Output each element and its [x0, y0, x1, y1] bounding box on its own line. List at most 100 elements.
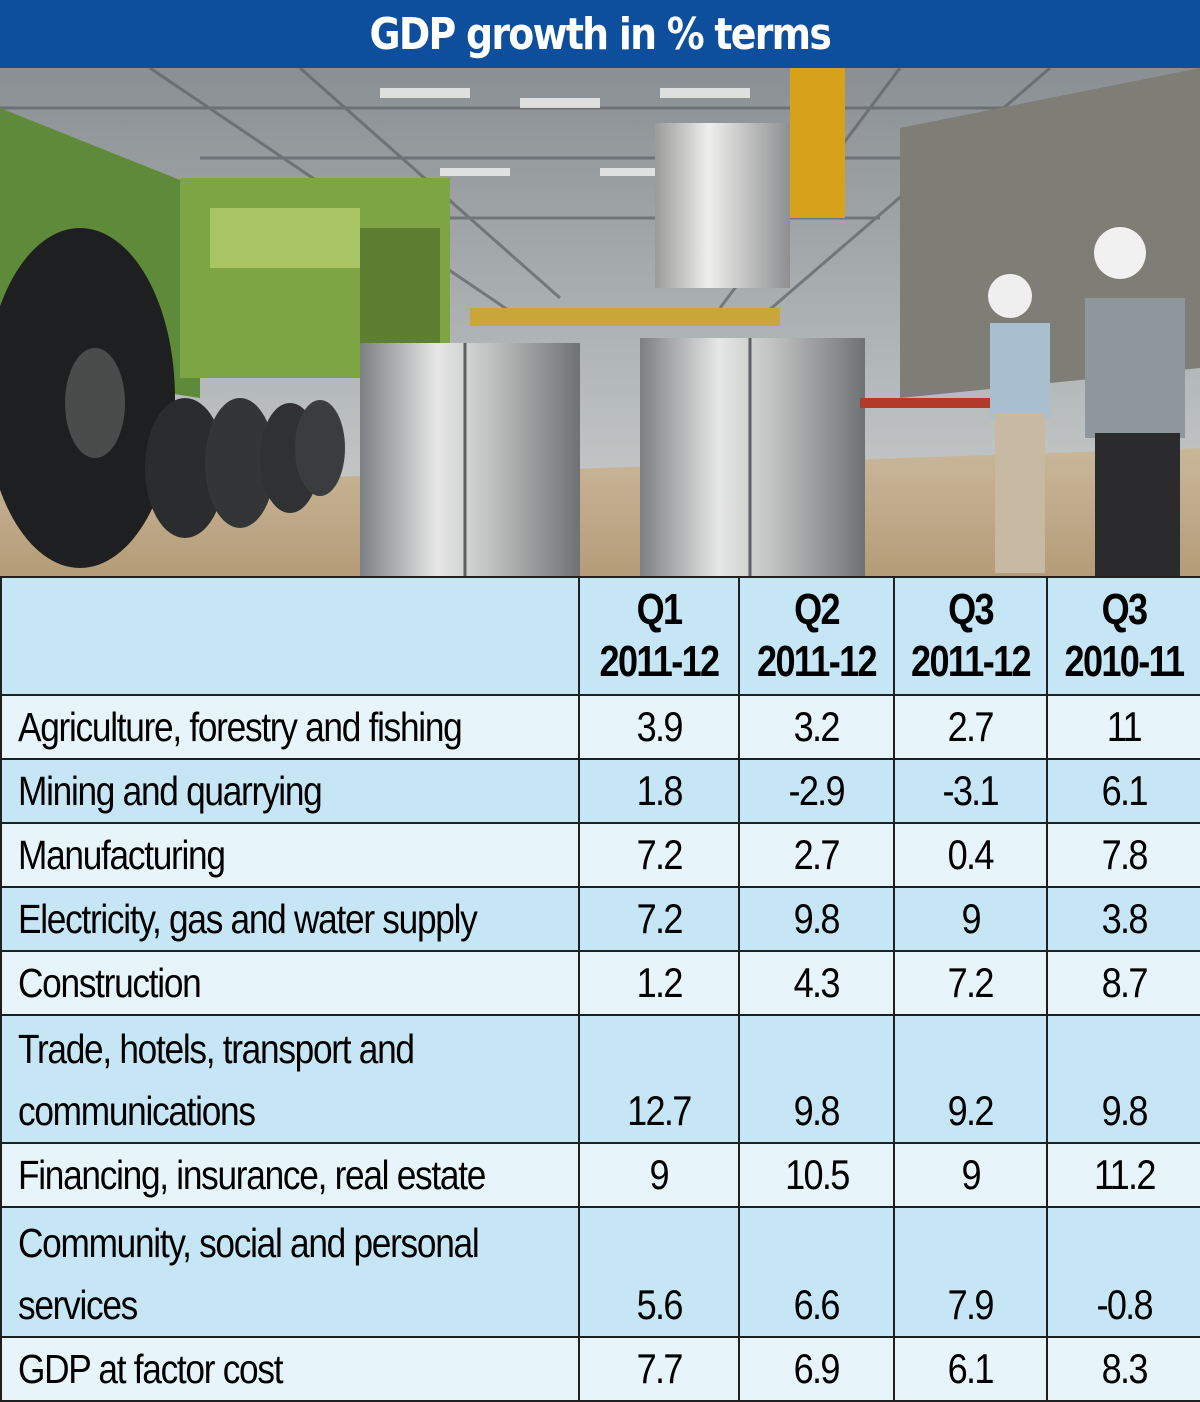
- column-header: Q2 2011-12: [738, 576, 895, 696]
- value-text: 1.2: [636, 959, 683, 1006]
- row-label: Trade, hotels, transport and communicatio…: [0, 1014, 580, 1144]
- value-cell: 7.2: [893, 950, 1048, 1016]
- row-label-line: Construction: [18, 960, 202, 1006]
- table-row: Electricity, gas and water supply 7.2 9.8 9…: [0, 886, 1200, 952]
- value-cell: 9: [893, 1142, 1048, 1208]
- value-text: 2.7: [947, 703, 995, 750]
- value-text: -0.8: [1096, 1281, 1153, 1328]
- value-cell: 4.3: [738, 950, 895, 1016]
- value-cell: 7.7: [578, 1336, 740, 1402]
- value-cell: 9.2: [893, 1014, 1048, 1144]
- row-label-line: Community, social and personal: [18, 1220, 480, 1266]
- value-cell: -3.1: [893, 758, 1048, 824]
- value-cell: 12.7: [578, 1014, 740, 1144]
- value-text: 6.9: [793, 1345, 841, 1392]
- column-header-quarter: Q2: [794, 585, 840, 634]
- value-cell: 11: [1046, 694, 1200, 760]
- value-text: 9: [649, 1151, 670, 1198]
- value-cell: 6.1: [1046, 758, 1200, 824]
- value-cell: 9.8: [738, 886, 895, 952]
- row-label: GDP at factor cost: [0, 1336, 580, 1402]
- value-text: 7.2: [947, 959, 995, 1006]
- table-row: Mining and quarrying 1.8 -2.9 -3.1 6.1: [0, 758, 1200, 824]
- column-header-quarter: Q3: [948, 585, 994, 634]
- value-text: 8.7: [1101, 959, 1148, 1006]
- value-text: 7.9: [947, 1281, 995, 1328]
- value-text: -3.1: [942, 767, 1000, 814]
- value-cell: 1.2: [578, 950, 740, 1016]
- value-text: 0.4: [947, 831, 995, 878]
- value-cell: 8.3: [1046, 1336, 1200, 1402]
- row-label-line: Trade, hotels, transport and: [18, 1026, 415, 1072]
- column-header: Q1 2011-12: [578, 576, 740, 696]
- header-row: Q1 2011-12 Q2 2011-12 Q3 2011-12 Q3 2010-11: [0, 576, 1200, 696]
- row-label: Financing, insurance, real estate: [0, 1142, 580, 1208]
- table-body: Agriculture, forestry and fishing 3.9 3.2 2…: [0, 694, 1200, 1402]
- value-text: 9: [961, 1151, 981, 1198]
- row-label: Community, social and personal services: [0, 1206, 580, 1338]
- value-cell: 3.8: [1046, 886, 1200, 952]
- column-header: Q3 2010-11: [1046, 576, 1200, 696]
- value-cell: 10.5: [738, 1142, 895, 1208]
- row-label: Electricity, gas and water supply: [0, 886, 580, 952]
- value-cell: 6.9: [738, 1336, 895, 1402]
- value-text: 1.8: [636, 767, 683, 814]
- chart-title-bar: GDP growth in % terms: [0, 0, 1200, 68]
- row-label-line: communications: [18, 1088, 256, 1134]
- row-label: Manufacturing: [0, 822, 580, 888]
- row-label-line: services: [18, 1282, 138, 1328]
- column-header-quarter: Q3: [1101, 585, 1148, 634]
- value-text: 9.2: [947, 1087, 995, 1134]
- table-row: Financing, insurance, real estate 9 10.5 9 1…: [0, 1142, 1200, 1208]
- row-label-line: Manufacturing: [18, 832, 226, 878]
- value-cell: 7.2: [578, 822, 740, 888]
- row-label: Construction: [0, 950, 580, 1016]
- value-text: 7.8: [1101, 831, 1148, 878]
- value-cell: 2.7: [738, 822, 895, 888]
- value-text: 4.3: [793, 959, 841, 1006]
- value-text: 9: [961, 895, 981, 942]
- row-label-line: Agriculture, forestry and fishing: [18, 704, 463, 750]
- value-cell: 5.6: [578, 1206, 740, 1338]
- value-cell: 11.2: [1046, 1142, 1200, 1208]
- value-cell: -2.9: [738, 758, 895, 824]
- value-text: 6.6: [793, 1281, 841, 1328]
- value-text: 8.3: [1101, 1345, 1148, 1392]
- value-cell: 7.2: [578, 886, 740, 952]
- value-cell: 0.4: [893, 822, 1048, 888]
- value-text: 6.1: [947, 1345, 995, 1392]
- value-cell: 3.9: [578, 694, 740, 760]
- steel-plant-photo: [0, 68, 1200, 576]
- value-text: -2.9: [788, 767, 846, 814]
- column-header-year: 2010-11: [1064, 637, 1186, 686]
- table-row: GDP at factor cost 7.7 6.9 6.1 8.3: [0, 1336, 1200, 1402]
- value-cell: 9: [578, 1142, 740, 1208]
- value-cell: 1.8: [578, 758, 740, 824]
- row-label-line: Financing, insurance, real estate: [18, 1152, 486, 1198]
- row-label-line: Mining and quarrying: [18, 768, 323, 814]
- column-header-year: 2011-12: [757, 637, 878, 686]
- value-text: 5.6: [636, 1281, 683, 1328]
- value-text: 11.2: [1093, 1151, 1156, 1198]
- value-text: 3.9: [636, 703, 683, 750]
- row-label: Agriculture, forestry and fishing: [0, 694, 580, 760]
- row-label-line: GDP at factor cost: [18, 1346, 283, 1392]
- value-text: 3.8: [1101, 895, 1148, 942]
- value-cell: 9: [893, 886, 1048, 952]
- table-row: Agriculture, forestry and fishing 3.9 3.2 2…: [0, 694, 1200, 760]
- row-label-line: Electricity, gas and water supply: [18, 896, 478, 942]
- table-row: Construction 1.2 4.3 7.2 8.7: [0, 950, 1200, 1016]
- column-header-quarter: Q1: [636, 585, 683, 634]
- column-header-year: 2011-12: [911, 637, 1032, 686]
- value-text: 7.2: [636, 831, 683, 878]
- column-header: Q3 2011-12: [893, 576, 1048, 696]
- column-header-year: 2011-12: [599, 637, 721, 686]
- table-row: Trade, hotels, transport and communicatio…: [0, 1014, 1200, 1144]
- value-text: 10.5: [784, 1151, 850, 1198]
- value-cell: 2.7: [893, 694, 1048, 760]
- value-cell: 7.9: [893, 1206, 1048, 1338]
- gdp-growth-table: Q1 2011-12 Q2 2011-12 Q3 2011-12 Q3 2010-11 Agr…: [0, 576, 1200, 1402]
- value-text: 9.8: [1101, 1087, 1148, 1134]
- value-text: 3.2: [793, 703, 841, 750]
- value-text: 7.7: [636, 1345, 683, 1392]
